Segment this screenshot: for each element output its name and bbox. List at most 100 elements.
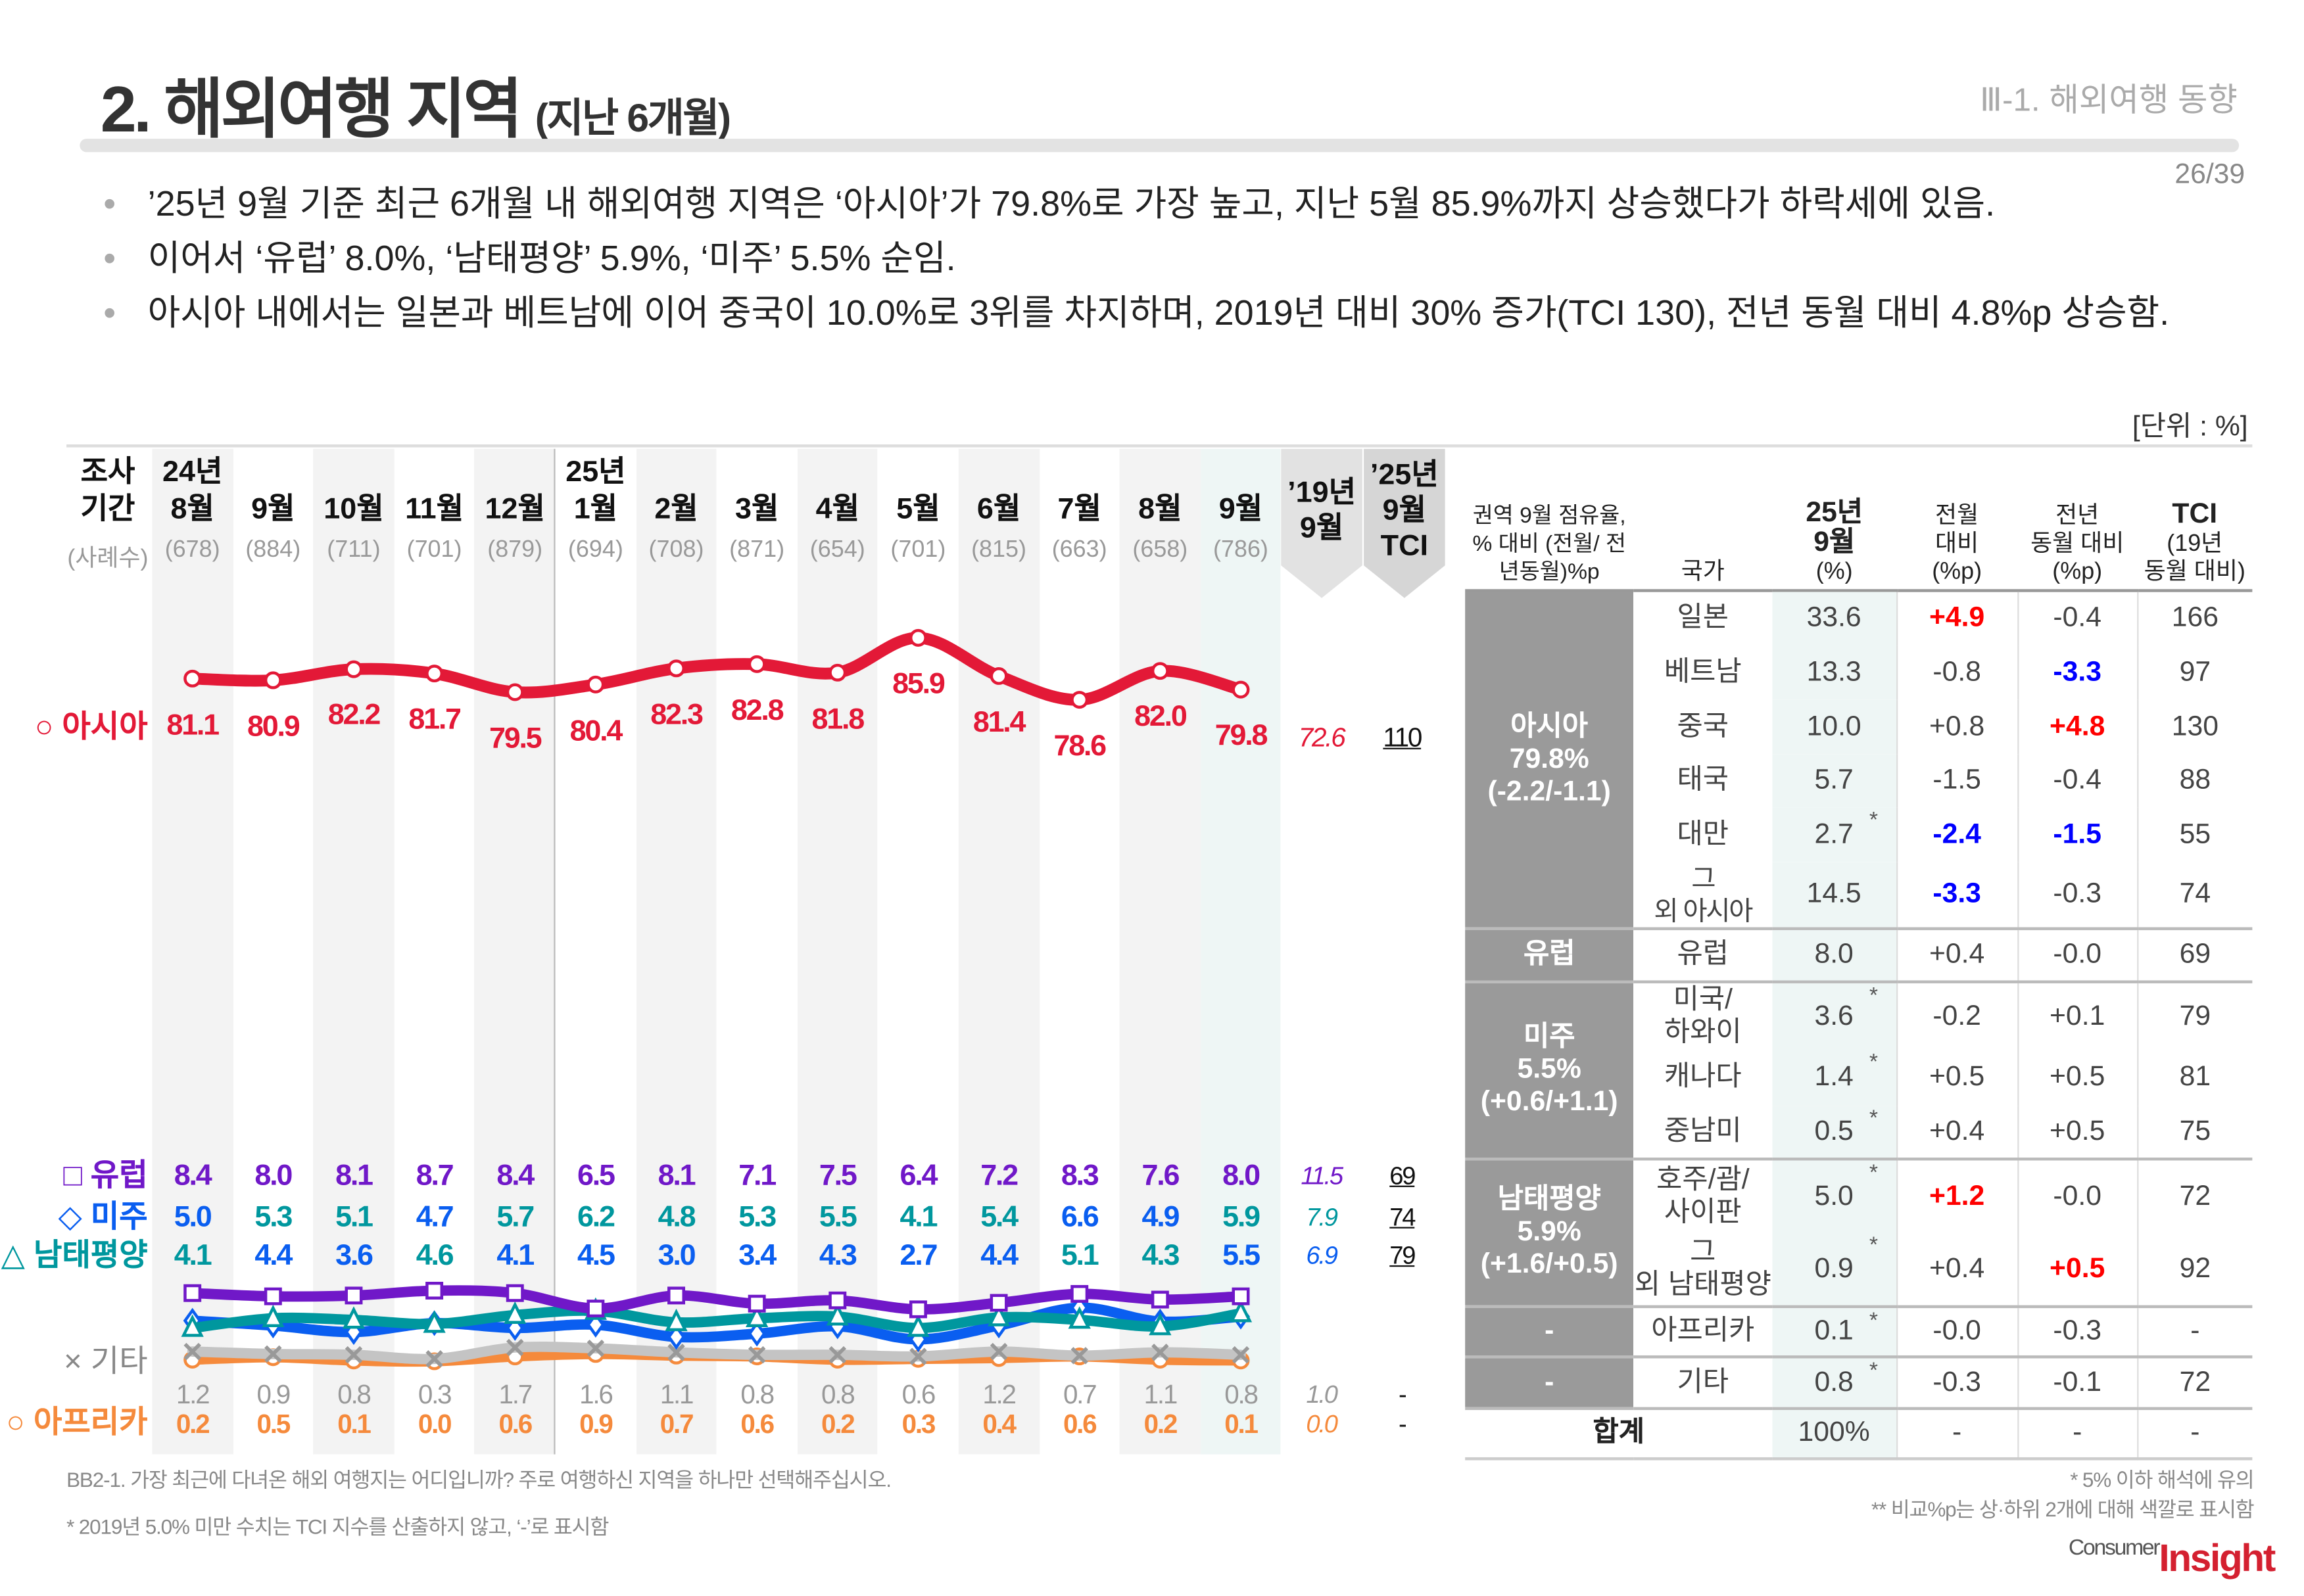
- ref-2019-남태평양: 7.9: [1306, 1203, 1338, 1232]
- data-label-미주: 2.7: [900, 1239, 938, 1273]
- share-cell: 0.5 *: [1772, 1106, 1897, 1160]
- mom-cell: -1.5: [1895, 754, 2018, 808]
- data-point-square: [990, 1294, 1008, 1312]
- data-label-미주: 3.0: [658, 1239, 696, 1273]
- sample-count: (786): [1213, 537, 1268, 563]
- data-point-circle: [748, 655, 766, 673]
- tci-note: * 2019년 5.0% 미만 수치는 TCI 지수를 산출하지 않고, ‘-’…: [66, 1514, 609, 1539]
- data-label-asia: 78.6: [1053, 730, 1107, 763]
- data-label-기타: 1.6: [579, 1380, 613, 1409]
- month-label: 1월: [573, 493, 618, 526]
- data-label-남태평양: 5.4: [980, 1201, 1019, 1234]
- share-cell: 13.3: [1772, 645, 1897, 700]
- data-label-아프리카: 0.0: [418, 1409, 452, 1439]
- sample-count: (879): [487, 537, 543, 563]
- small-base-note: * 5% 이하 해석에 유의: [2070, 1467, 2255, 1491]
- data-point-x: [909, 1348, 927, 1365]
- count-label: (사례수): [67, 546, 149, 572]
- header-yoy: 전년 동월 대비 (%p): [2017, 450, 2138, 592]
- share-cell: 14.5: [1772, 862, 1897, 929]
- title-sub: (지난 6개월): [535, 95, 731, 141]
- ref-2019-아프리카: 0.0: [1306, 1410, 1338, 1438]
- data-point-triangle: [1229, 1300, 1253, 1323]
- legend-미주: ◇ 미주: [58, 1200, 148, 1234]
- data-point-x: [1151, 1344, 1169, 1361]
- month-label: 6월: [976, 493, 1021, 526]
- tci-cell: 75: [2136, 1106, 2253, 1160]
- section-label: Ⅲ-1. 해외여행 동향: [1979, 81, 2238, 118]
- data-label-아프리카: 0.6: [1063, 1409, 1097, 1439]
- ref-2019-미주: 6.9: [1306, 1242, 1338, 1270]
- legend-기타: × 기타: [64, 1345, 148, 1379]
- data-point-circle: [828, 663, 847, 682]
- sample-count: (678): [164, 537, 220, 563]
- data-label-유럽: 6.4: [900, 1160, 938, 1192]
- data-label-asia: 80.4: [569, 715, 623, 747]
- share-cell: 10.0: [1772, 699, 1897, 755]
- header-mom: 전월 대비 (%p): [1896, 450, 2018, 592]
- yoy-cell: -0.0: [2017, 927, 2138, 982]
- data-label-미주: 5.5: [1222, 1239, 1260, 1273]
- data-label-미주: 6.6: [1061, 1201, 1099, 1234]
- data-point-square: [264, 1287, 282, 1305]
- low-base-asterisk: *: [1869, 1308, 1878, 1334]
- tci-cell: 166: [2136, 590, 2253, 645]
- data-label-기타: 1.7: [498, 1380, 533, 1409]
- tci-cell: 74: [2136, 862, 2253, 929]
- header-country: 국가: [1633, 450, 1773, 592]
- data-label-유럽: 7.6: [1141, 1160, 1180, 1192]
- data-label-미주: 4.4: [254, 1239, 293, 1273]
- tci-cell: 55: [2136, 807, 2253, 862]
- data-point-diamond: [667, 1324, 686, 1350]
- data-point-x: [1070, 1347, 1088, 1365]
- data-label-미주: 5.0: [174, 1201, 212, 1234]
- data-point-circle: [1070, 691, 1089, 709]
- data-point-triangle: [1149, 1313, 1172, 1336]
- header-share: 25년 9월 (%): [1772, 450, 1897, 592]
- data-label-asia: 85.9: [892, 668, 946, 701]
- tci-cell: -: [2136, 1305, 2253, 1357]
- series-1-line: [187, 1285, 1246, 1315]
- total-mom: -: [1895, 1407, 2018, 1459]
- data-label-남태평양: 5.1: [335, 1201, 373, 1234]
- data-point-square: [345, 1286, 363, 1305]
- data-point-square: [506, 1284, 524, 1302]
- tci-asia: 110: [1383, 722, 1422, 753]
- data-label-asia: 80.9: [247, 710, 300, 743]
- month-label: 8월: [170, 493, 214, 526]
- low-base-asterisk: *: [1869, 1232, 1878, 1258]
- mom-cell: -0.2: [1895, 980, 2018, 1050]
- period-label: 조사 기간: [74, 455, 141, 528]
- legend-남태평양: △ 남태평양: [1, 1238, 148, 1273]
- table-row: 아시아 79.8% (-2.2/-1.1) 일본 33.6 +4.9 -0.4 166: [1465, 590, 2253, 929]
- table-row: 미주 5.5% (+0.6/+1.1) 미국/하와이 3.6 * -0.2 +0.1 79: [1465, 980, 2253, 1160]
- tci-cell: 69: [2136, 927, 2253, 982]
- yoy-cell: -0.4: [2017, 590, 2138, 645]
- data-point-square: [1070, 1284, 1089, 1303]
- data-label-남태평양: 4.1: [900, 1201, 938, 1234]
- data-label-기타: 0.9: [256, 1380, 291, 1409]
- ref-2019-asia: 72.6: [1298, 722, 1346, 753]
- data-label-아프리카: 0.6: [498, 1409, 533, 1439]
- mom-cell: +0.4: [1895, 927, 2018, 982]
- yoy-cell: -0.3: [2017, 1305, 2138, 1357]
- data-label-미주: 4.3: [819, 1239, 857, 1273]
- data-point-x: [264, 1345, 282, 1363]
- bullet-item: 아시아 내에서는 일본과 베트남에 이어 중국이 10.0%로 3위를 차지하며…: [103, 287, 2201, 341]
- data-point-square: [909, 1300, 927, 1319]
- data-label-asia: 82.3: [650, 698, 704, 732]
- country-cell: 아프리카: [1633, 1305, 1773, 1357]
- month-label: 9월: [1218, 493, 1263, 526]
- survey-question: BB2-1. 가장 최근에 다녀온 해외 여행지는 어디입니까? 주로 여행하신…: [66, 1467, 892, 1491]
- month-label: 10월: [324, 493, 384, 526]
- table-row: 중남미 0.5 * +0.4 +0.5 75: [1465, 1106, 2253, 1160]
- page-title: 2. 해외여행 지역 (지난 6개월): [101, 56, 731, 151]
- share-cell: 5.7: [1772, 754, 1897, 808]
- data-label-기타: 1.1: [1143, 1380, 1178, 1409]
- data-label-남태평양: 6.2: [577, 1201, 615, 1234]
- ref-2019-기타: 1.0: [1306, 1380, 1338, 1409]
- data-point-triangle: [423, 1310, 446, 1333]
- data-label-남태평양: 5.3: [738, 1201, 777, 1234]
- mom-cell: +0.4: [1895, 1106, 2018, 1160]
- month-label: 3월: [734, 493, 779, 526]
